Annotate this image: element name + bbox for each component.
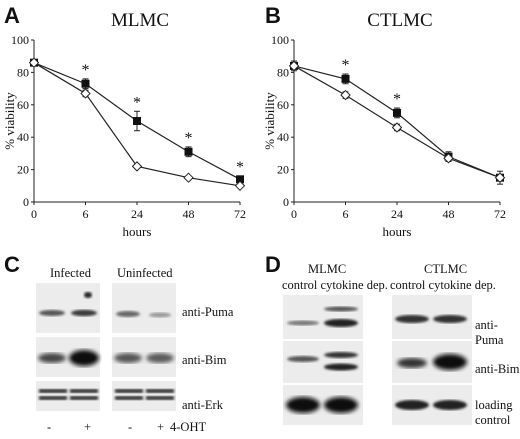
- chart-mlmc: MLMC 0 20 40 60 80 100 0 6 24 48 72 hours % viability…: [2, 10, 246, 239]
- group-label-uninfected: Uninfected: [117, 266, 173, 280]
- blot-d-ctlmc-image: [392, 295, 472, 425]
- group-label-ctlmc: CTLMC: [424, 262, 468, 276]
- group-label-infected: Infected: [50, 266, 91, 280]
- lane-header-mlmc: control cytokine dep.: [282, 278, 388, 292]
- mlmc-point-diamond: [183, 172, 194, 183]
- mlmc-x-label: hours: [123, 224, 152, 239]
- ctlmc-y-tick-label: 20: [277, 163, 289, 177]
- blot-c-label-puma: anti-Puma: [182, 305, 234, 319]
- ctlmc-x-tick-label: 72: [494, 207, 506, 221]
- ctlmc-point-diamond: [288, 60, 300, 72]
- ctlmc-x-tick-label: 48: [443, 207, 455, 221]
- mlmc-point-diamond: [28, 57, 40, 68]
- blot-c-image: [36, 283, 176, 411]
- ctlmc-series-1-line: [293, 65, 501, 179]
- mlmc-point-diamond: [80, 88, 91, 99]
- ctlmc-title: CTLMC: [367, 10, 432, 31]
- lane-label-1: -: [47, 420, 52, 434]
- mlmc-point-diamond: [234, 180, 246, 192]
- ctlmc-significance-mark: *: [342, 57, 350, 74]
- mlmc-x-tick-label: 6: [83, 207, 89, 221]
- ctlmc-x-tick-label: 0: [291, 207, 297, 221]
- mlmc-y-tick-label: 100: [11, 33, 29, 47]
- ctlmc-y-label: % viability: [262, 92, 277, 150]
- mlmc-point-diamond: [131, 161, 143, 172]
- mlmc-point-square: [133, 117, 141, 125]
- blot-d-label-loading: loading: [475, 398, 513, 412]
- ctlmc-significance-mark: *: [393, 91, 401, 108]
- lane-label-3: -: [128, 420, 133, 434]
- treatment-label: 4-OHT: [170, 420, 207, 434]
- ctlmc-y-tick-label: 40: [277, 130, 289, 144]
- ctlmc-point-diamond: [340, 89, 351, 101]
- mlmc-title: MLMC: [111, 10, 169, 31]
- mlmc-y-label: % viability: [2, 92, 17, 150]
- mlmc-y-tick-label: 40: [17, 130, 29, 144]
- ctlmc-point-diamond: [443, 153, 454, 164]
- ctlmc-y-tick-label: 80: [277, 65, 289, 79]
- panel-letter-a: A: [4, 3, 20, 28]
- ctlmc-x-tick-label: 24: [391, 207, 403, 221]
- mlmc-x-tick-label: 0: [31, 207, 37, 221]
- ctlmc-x-tick-label: 6: [343, 207, 349, 221]
- panel-letter-c: C: [4, 252, 20, 277]
- ctlmc-point-diamond: [494, 172, 506, 183]
- ctlmc-x-label: hours: [383, 224, 412, 239]
- ctlmc-y-tick-label: 0: [283, 195, 289, 209]
- mlmc-significance-mark: *: [185, 130, 193, 147]
- blot-c-label-bim: anti-Bim: [182, 353, 227, 367]
- lane-label-4: +: [157, 420, 165, 434]
- lane-header-ctlmc: control cytokine dep.: [390, 278, 496, 292]
- ctlmc-y-tick-label: 60: [277, 98, 289, 112]
- mlmc-y-tick-label: 0: [23, 195, 29, 209]
- blot-d-label-control: control: [475, 413, 511, 427]
- ctlmc-point-diamond: [391, 122, 403, 133]
- blot-d-label-bim: anti-Bim: [475, 362, 520, 376]
- ctlmc-point-square: [393, 108, 401, 117]
- blot-d-label-puma: anti-Puma: [475, 318, 504, 347]
- blot-d-mlmc-image: [283, 295, 363, 425]
- lane-label-2: +: [84, 420, 92, 434]
- ctlmc-y-tick-label: 100: [271, 33, 289, 47]
- mlmc-significance-mark: *: [133, 94, 141, 111]
- mlmc-significance-mark: *: [82, 62, 90, 79]
- panel-letter-b: B: [265, 3, 281, 28]
- mlmc-x-tick-label: 24: [131, 207, 143, 221]
- mlmc-x-tick-label: 48: [183, 207, 195, 221]
- mlmc-x-tick-label: 72: [234, 207, 246, 221]
- ctlmc-series-0-line: [293, 65, 501, 179]
- mlmc-significance-mark: *: [236, 159, 244, 176]
- mlmc-y-tick-label: 60: [17, 98, 29, 112]
- mlmc-point-square: [236, 175, 244, 184]
- group-label-mlmc: MLMC: [308, 262, 347, 276]
- mlmc-point-square: [81, 79, 90, 88]
- panel-letter-d: D: [265, 252, 281, 277]
- mlmc-point-square: [184, 147, 193, 156]
- chart-ctlmc: CTLMC 0 20 40 60 80 100 0 6 24 48 72 hours % viabilit…: [262, 10, 506, 239]
- mlmc-y-tick-label: 20: [17, 163, 29, 177]
- ctlmc-point-square: [341, 74, 350, 83]
- mlmc-y-tick-label: 80: [17, 65, 29, 79]
- blot-c-label-erk: anti-Erk: [182, 398, 223, 412]
